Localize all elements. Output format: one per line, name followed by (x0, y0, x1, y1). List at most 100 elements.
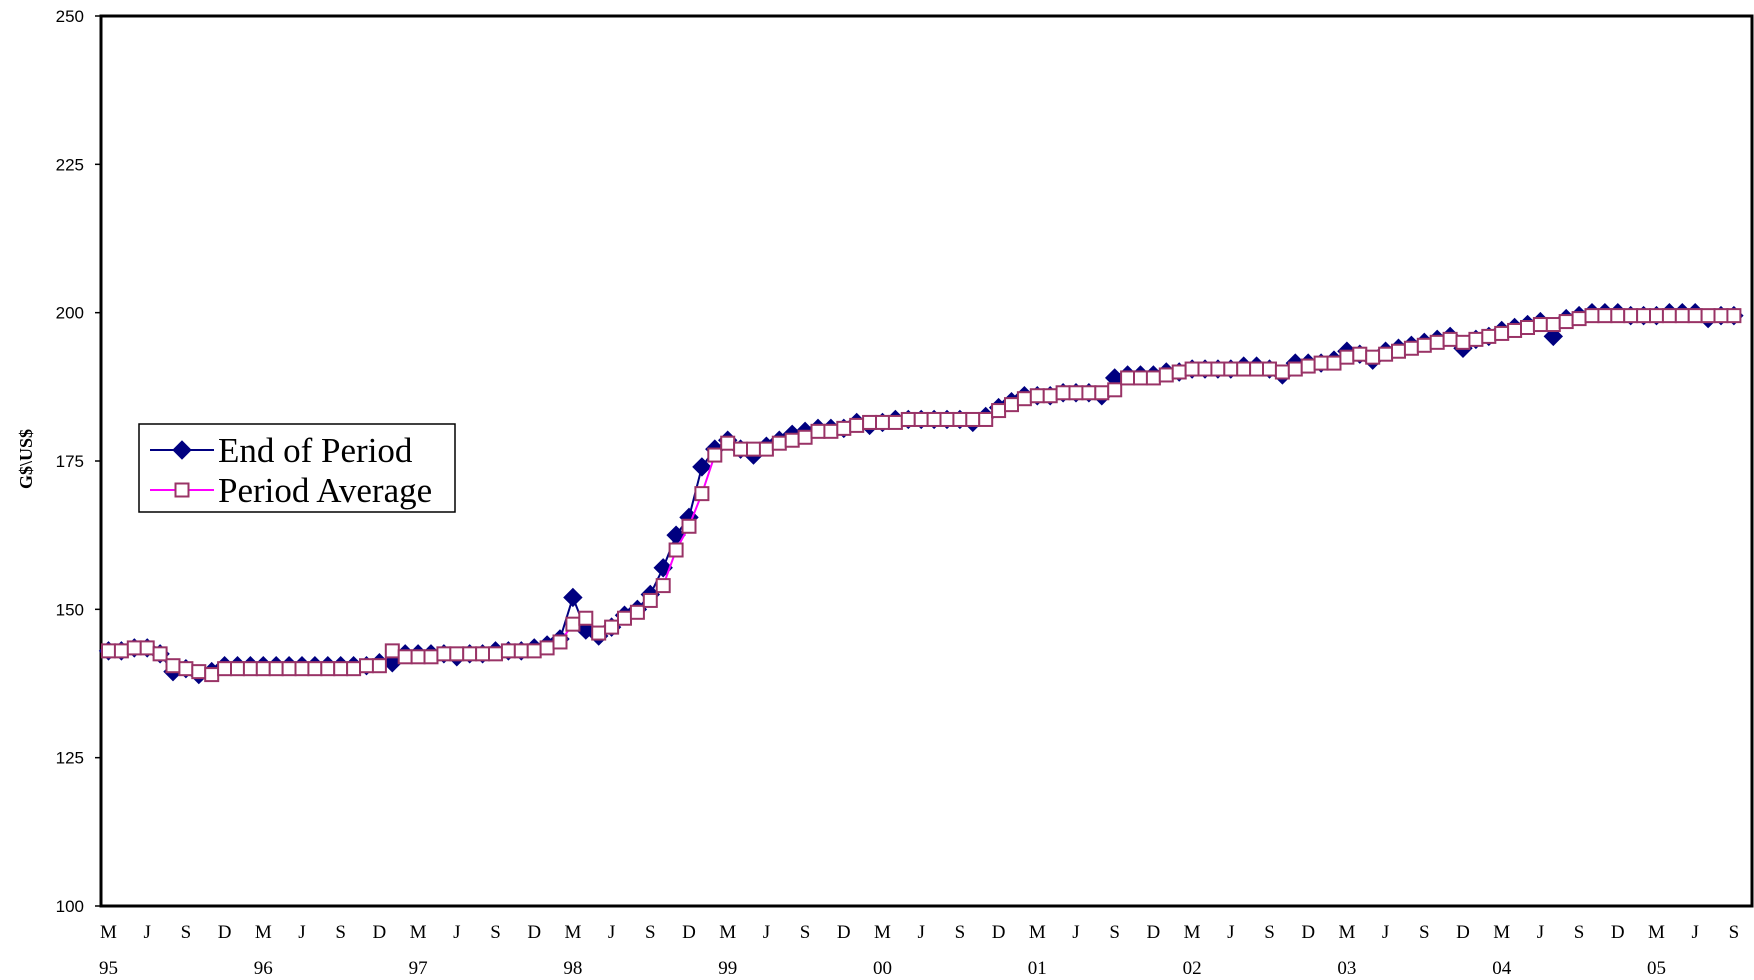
data-point (784, 432, 800, 448)
x-tick-label: M (719, 922, 736, 943)
y-tick-label: 175 (56, 452, 84, 471)
data-point (565, 616, 581, 632)
data-point (720, 435, 736, 451)
data-point (178, 661, 194, 677)
y-tick-label: 100 (56, 897, 84, 916)
data-point (165, 658, 181, 674)
data-point (1713, 308, 1729, 324)
x-tick-label: S (181, 922, 192, 943)
data-point (1597, 308, 1613, 324)
data-point (1223, 361, 1239, 377)
x-tick-label: S (800, 922, 811, 943)
data-point (320, 661, 336, 677)
data-point (230, 661, 245, 677)
data-point (1249, 361, 1265, 377)
data-point (939, 411, 955, 427)
data-point (655, 578, 671, 594)
data-point (1326, 355, 1342, 371)
data-point (604, 619, 620, 635)
data-point (1145, 370, 1161, 386)
legend-marker (172, 440, 192, 460)
data-point (1081, 385, 1097, 401)
x-year-label: 01 (1028, 958, 1047, 979)
data-point (746, 441, 761, 457)
data-point (991, 403, 1007, 419)
data-point (563, 587, 583, 608)
data-point (204, 667, 220, 683)
x-tick-label: J (1227, 922, 1234, 943)
data-point (1649, 308, 1664, 324)
x-tick-label: D (837, 922, 851, 943)
data-point (423, 649, 439, 665)
y-tick-label: 125 (56, 749, 84, 768)
data-point (875, 414, 890, 430)
data-point (887, 414, 903, 430)
data-point (1262, 361, 1277, 377)
data-point (1287, 361, 1303, 377)
data-point (101, 643, 116, 659)
data-point (681, 518, 697, 534)
data-point (862, 414, 878, 430)
x-tick-label: J (917, 922, 924, 943)
data-point (242, 661, 258, 677)
x-tick-label: M (410, 922, 427, 943)
x-tick-label: D (682, 922, 696, 943)
data-point (629, 604, 645, 620)
x-tick-label: M (1029, 922, 1046, 943)
data-point (1133, 370, 1148, 386)
data-point (1429, 334, 1445, 350)
data-point (449, 646, 465, 662)
data-point (1055, 385, 1071, 401)
x-tick-label: S (1574, 922, 1585, 943)
data-point (1210, 361, 1226, 377)
x-tick-label: M (255, 922, 272, 943)
x-year-label: 98 (563, 958, 582, 979)
data-point (371, 658, 387, 674)
data-point (1558, 314, 1574, 330)
data-point (1661, 308, 1677, 324)
x-tick-label: M (100, 922, 117, 943)
data-point (797, 429, 813, 445)
data-point (268, 661, 284, 677)
data-point (1184, 361, 1200, 377)
x-tick-label: M (1184, 922, 1201, 943)
x-tick-label: D (373, 922, 387, 943)
x-tick-label: D (1147, 922, 1161, 943)
data-point (1107, 382, 1123, 398)
data-point (810, 423, 826, 439)
legend-box (138, 423, 456, 513)
data-point (1726, 308, 1742, 324)
data-point (1236, 361, 1252, 377)
data-point (333, 661, 349, 677)
data-point (1636, 308, 1652, 324)
x-tick-label: S (1419, 922, 1430, 943)
data-point (113, 643, 129, 659)
data-point (513, 643, 529, 659)
data-point (1468, 331, 1484, 347)
x-tick-label: D (1301, 922, 1315, 943)
data-point (1610, 308, 1626, 324)
data-point (642, 592, 658, 608)
data-point (1584, 308, 1600, 324)
x-tick-label: S (335, 922, 346, 943)
x-tick-label: J (608, 922, 615, 943)
data-point (152, 646, 168, 662)
legend-label: End of Period (218, 431, 413, 470)
data-point (1274, 364, 1290, 380)
data-point (1545, 317, 1561, 333)
x-tick-label: J (298, 922, 305, 943)
x-tick-label: S (1729, 922, 1740, 943)
data-point (617, 610, 632, 626)
data-point (526, 643, 542, 659)
x-tick-label: J (453, 922, 460, 943)
data-point (1455, 334, 1471, 350)
data-point (1507, 322, 1523, 338)
data-point (707, 447, 723, 463)
data-point (1158, 367, 1174, 383)
data-point (1378, 346, 1394, 362)
y-tick-label: 225 (56, 155, 84, 174)
x-tick-label: M (1648, 922, 1665, 943)
data-point (294, 661, 310, 677)
x-year-label: 96 (254, 958, 273, 979)
